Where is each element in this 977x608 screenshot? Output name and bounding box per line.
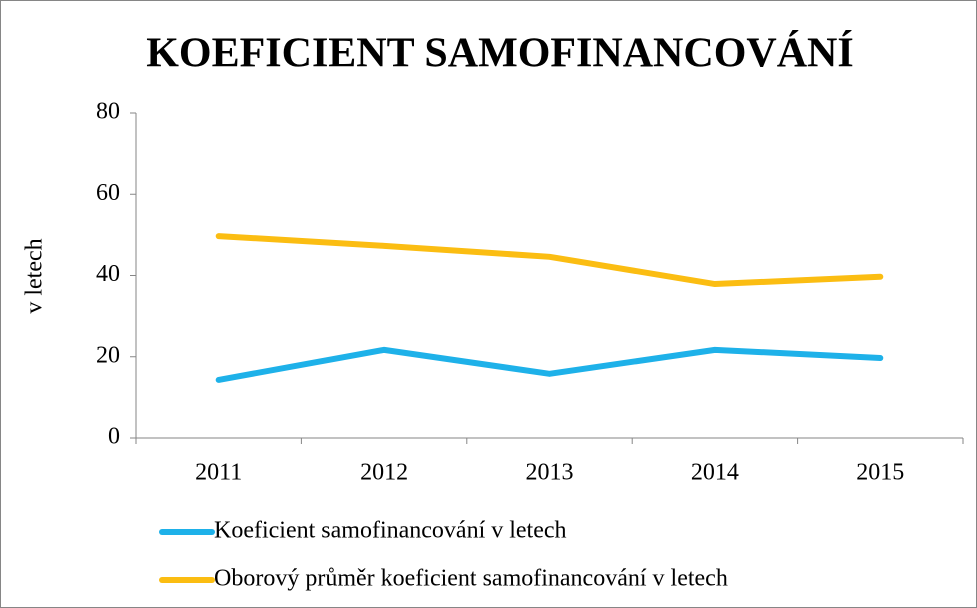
series-line xyxy=(215,233,884,288)
chart-title: KOEFICIENT SAMOFINANCOVÁNÍ xyxy=(146,30,853,77)
legend-label: Oborový průměr koeficient samofinancován… xyxy=(214,566,728,592)
x-tick-label: 2014 xyxy=(691,460,739,486)
y-tick-label: 80 xyxy=(96,99,120,125)
legend-label: Koeficient samofinancování v letech xyxy=(214,518,567,544)
x-tick-label: 2015 xyxy=(856,460,904,486)
series-line xyxy=(215,346,884,383)
y-axis-label: v letech xyxy=(22,238,48,313)
x-tick-label: 2012 xyxy=(360,460,408,486)
x-tick-label: 2011 xyxy=(195,460,242,486)
y-tick-label: 0 xyxy=(108,424,120,450)
y-tick-label: 60 xyxy=(96,180,120,206)
y-tick-label: 40 xyxy=(96,261,120,287)
x-tick-label: 2013 xyxy=(526,460,574,486)
y-tick-label: 20 xyxy=(96,342,120,368)
